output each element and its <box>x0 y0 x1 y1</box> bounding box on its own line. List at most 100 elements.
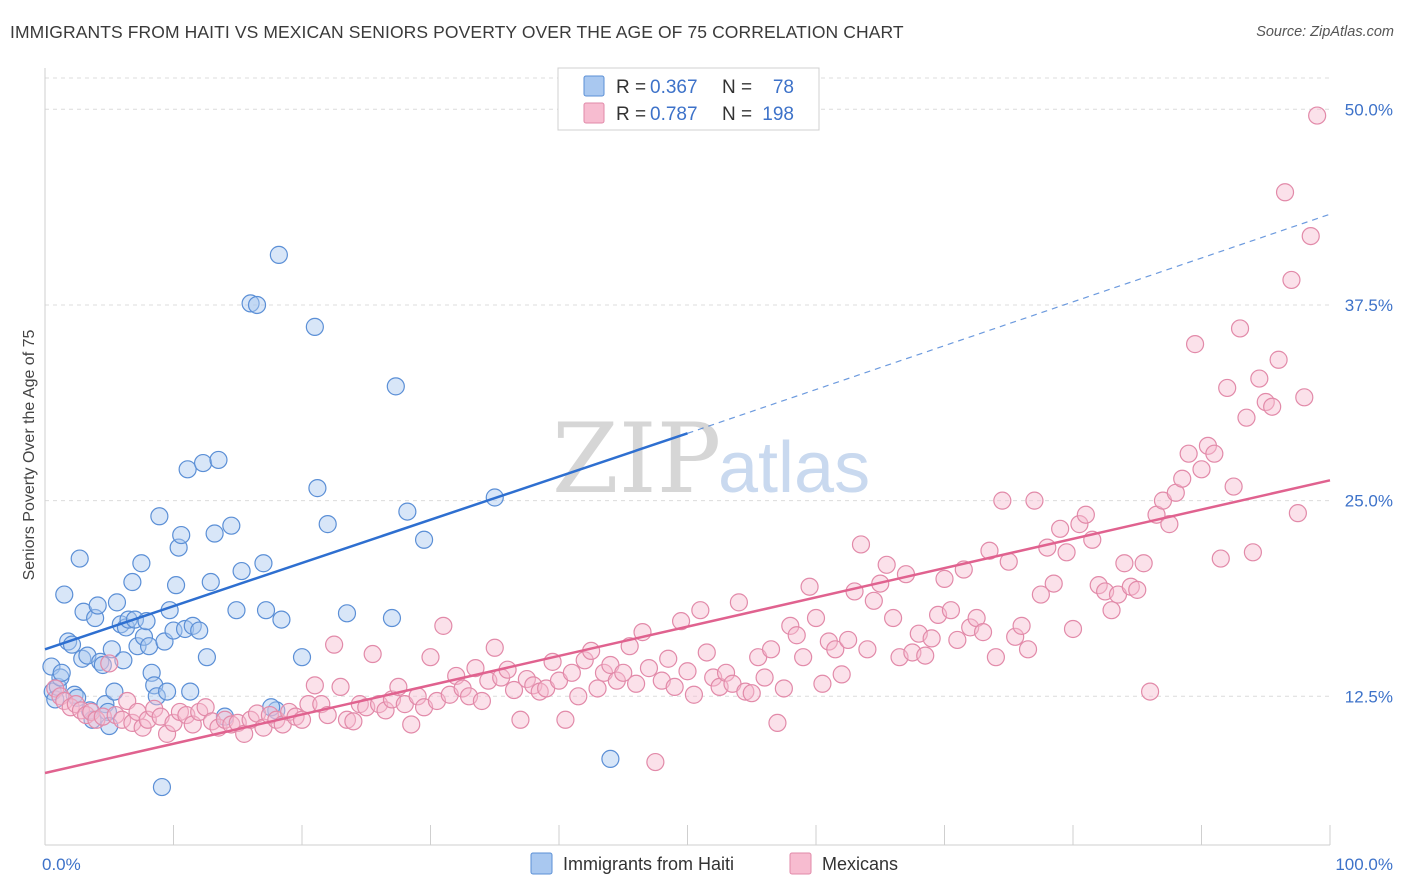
haiti-point <box>337 604 357 623</box>
haiti-r-value: 0.367 <box>650 77 698 98</box>
chart-title: IMMIGRANTS FROM HAITI VS MEXICAN SENIORS… <box>10 22 904 42</box>
haiti-point <box>227 601 246 620</box>
mexican-point <box>562 663 581 682</box>
mexican-point <box>1070 515 1089 534</box>
haiti-point <box>88 596 107 615</box>
haiti-point <box>107 593 127 612</box>
mexican-point <box>941 601 961 620</box>
y-tick-label: 37.5% <box>1345 296 1393 315</box>
mexican-point <box>1301 226 1320 246</box>
mexican-point <box>806 608 826 628</box>
mexican-point <box>1044 574 1063 593</box>
mexican-point <box>376 701 395 720</box>
x-tick-labels: 0.0% 100.0% <box>42 855 1393 874</box>
mexican-point <box>1179 444 1198 463</box>
haiti-n-label: N = <box>722 77 752 98</box>
mexican-point <box>761 640 781 659</box>
haiti-point <box>166 576 186 595</box>
mexican-point <box>626 674 646 693</box>
mexican-point <box>1192 460 1211 479</box>
mexican-point <box>781 616 800 635</box>
mexican-point <box>980 541 999 560</box>
legend-label-mexicans: Mexicans <box>822 854 898 874</box>
mexican-point <box>1134 554 1153 573</box>
mexican-point <box>659 649 678 668</box>
mexican-point <box>639 659 659 678</box>
mexican-point <box>883 608 903 628</box>
haiti-point <box>209 450 228 470</box>
mexican-point <box>1102 601 1121 620</box>
y-axis-label: Seniors Poverty Over the Age of 75 <box>21 330 38 581</box>
haiti-point <box>305 317 324 336</box>
haiti-point <box>232 561 251 581</box>
mexican-r-value: 0.787 <box>650 104 698 125</box>
mexican-r-label: R = <box>616 104 646 125</box>
haiti-trendline-extension <box>687 213 1331 434</box>
haiti-point <box>292 648 312 667</box>
haiti-point <box>73 649 92 668</box>
haiti-r-label: R = <box>616 77 646 98</box>
mexican-point <box>1051 519 1070 538</box>
haiti-points <box>42 245 620 797</box>
haiti-point <box>193 453 213 473</box>
mexican-point <box>1031 585 1050 604</box>
mexican-point <box>569 687 588 706</box>
mexican-point <box>684 685 704 704</box>
mexican-point <box>363 644 382 664</box>
mexican-point <box>1205 444 1224 463</box>
mexican-point <box>331 677 350 697</box>
mexican-point <box>768 713 787 733</box>
haiti-point <box>256 601 276 620</box>
haiti-point <box>132 554 151 573</box>
watermark-atlas: atlas <box>718 428 870 508</box>
mexican-point <box>800 577 819 596</box>
mexican-point <box>511 710 530 729</box>
mexican-point <box>986 648 1006 667</box>
haiti-point <box>398 502 417 521</box>
haiti-point <box>247 295 267 315</box>
mexican-point <box>1288 504 1307 523</box>
haiti-point <box>114 651 133 670</box>
haiti-point <box>134 627 154 646</box>
haiti-trendline <box>44 432 688 651</box>
haiti-point <box>197 648 217 667</box>
trendlines <box>44 213 1331 775</box>
x-tick-label-min: 0.0% <box>42 855 81 874</box>
haiti-point <box>70 549 89 568</box>
haiti-point <box>152 777 172 797</box>
mexican-point <box>485 638 504 657</box>
mexican-point <box>845 582 864 601</box>
mexican-point <box>337 710 357 729</box>
stats-legend: R = 0.367 N = 78 R = 0.787 N = 198 <box>557 67 820 131</box>
mexican-point <box>1250 369 1269 388</box>
mexican-point <box>402 715 421 734</box>
haiti-point <box>241 294 260 313</box>
haiti-point <box>269 245 288 264</box>
haiti-point <box>93 655 112 675</box>
haiti-point <box>123 572 142 592</box>
haiti-point <box>222 516 241 535</box>
source-credit: Source: ZipAtlas.com <box>1256 24 1394 40</box>
mexican-point <box>858 640 877 659</box>
mexican-point <box>466 659 485 678</box>
mexican-point <box>588 679 607 698</box>
haiti-point <box>601 749 620 769</box>
mexican-point <box>935 569 954 588</box>
mexican-point <box>1006 627 1025 646</box>
mexican-point <box>1063 619 1083 639</box>
mexican-point <box>736 682 755 701</box>
haiti-point <box>157 682 177 701</box>
mexican-point <box>851 535 871 554</box>
legend-swatch-haiti <box>530 852 553 875</box>
mexican-point <box>1308 106 1327 125</box>
mexican-point <box>434 616 453 635</box>
mexican-point <box>671 612 691 631</box>
series-legend: Immigrants from Haiti Mexicans <box>530 852 898 875</box>
y-tick-labels: 12.5% 25.0% 37.5% 50.0% <box>1345 100 1393 706</box>
mexican-point <box>665 677 684 697</box>
mexican-point <box>794 648 813 667</box>
watermark-zip: ZIP <box>552 403 721 515</box>
haiti-point <box>164 621 183 640</box>
mexican-point <box>325 635 344 654</box>
